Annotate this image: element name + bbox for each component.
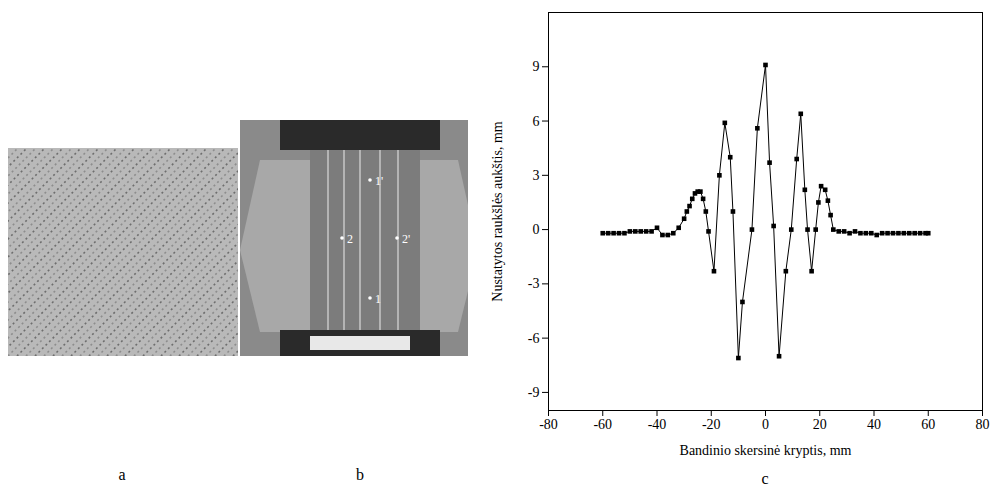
svg-text:3: 3 [533,168,540,183]
svg-text:0: 0 [762,417,769,432]
svg-text:9: 9 [533,59,540,74]
svg-text:-20: -20 [702,417,721,432]
svg-text:-80: -80 [539,417,558,432]
svg-text:0: 0 [533,222,540,237]
svg-text:-6: -6 [528,331,540,346]
svg-text:-3: -3 [528,276,540,291]
svg-text:-60: -60 [593,417,612,432]
html-text:b: b [356,466,364,483]
svg-text:2': 2' [402,232,410,246]
svg-text:-40: -40 [648,417,667,432]
svg-text:1: 1 [375,292,381,306]
svg-text:Bandinio skersinė kryptis, mm: Bandinio skersinė kryptis, mm [680,443,852,458]
svg-text:2: 2 [347,232,353,246]
svg-text:60: 60 [921,417,935,432]
svg-text:1': 1' [375,174,383,188]
svg-text:80: 80 [976,417,990,432]
html-text:a: a [118,466,126,483]
svg-text:40: 40 [867,417,881,432]
svg-text:Nustatytos raukšlės aukštis, m: Nustatytos raukšlės aukštis, mm [490,121,505,302]
html-text:c: c [761,470,769,487]
svg-text:-9: -9 [528,385,540,400]
svg-text:6: 6 [533,114,540,129]
svg-text:20: 20 [813,417,827,432]
